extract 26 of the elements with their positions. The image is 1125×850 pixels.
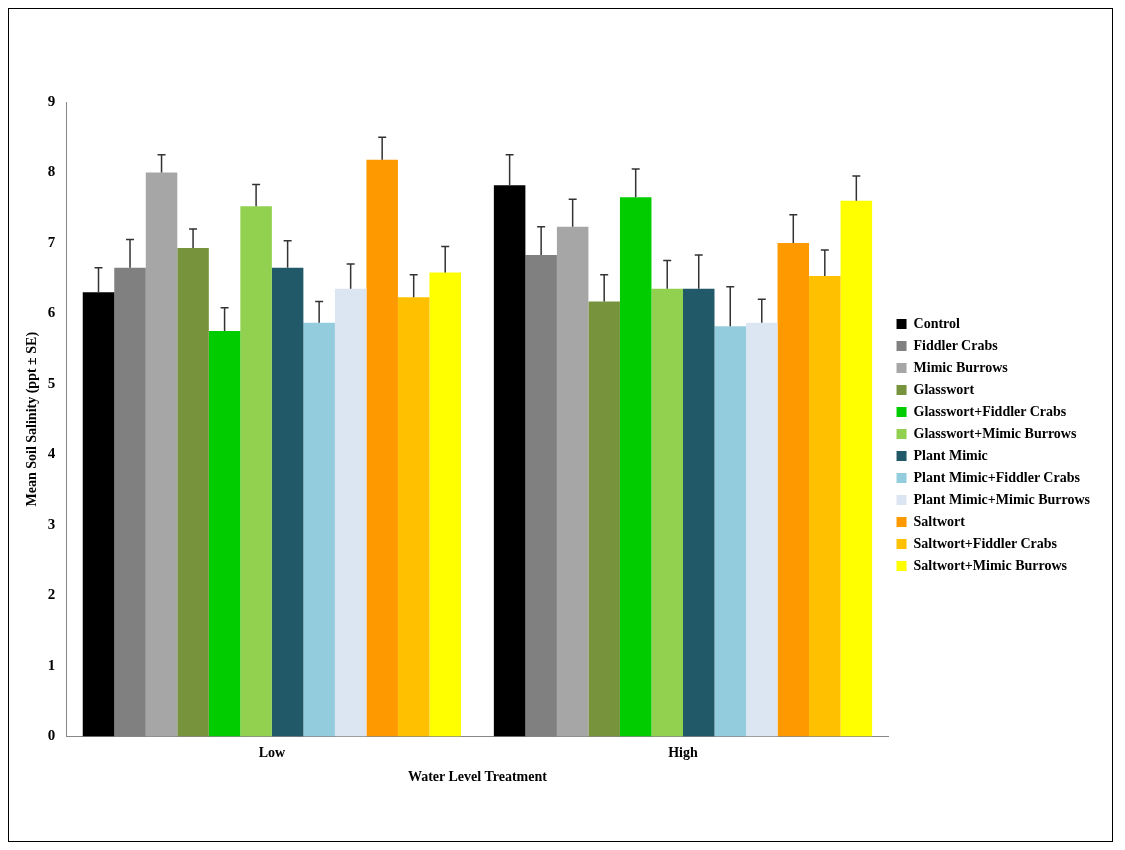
legend-label: Glasswort+Fiddler Crabs — [913, 403, 1067, 419]
x-tick-label: High — [668, 745, 698, 761]
legend-label: Saltwort+Fiddler Crabs — [913, 535, 1058, 551]
legend-label: Saltwort — [913, 513, 966, 529]
legend-label: Saltwort+Mimic Burrows — [913, 557, 1068, 573]
x-axis-title: Water Level Treatment — [407, 769, 548, 785]
legend-label: Fiddler Crabs — [913, 337, 999, 353]
y-tick-label: 8 — [47, 163, 56, 180]
legend-label: Plant Mimic+Fiddler Crabs — [913, 469, 1081, 485]
y-tick-label: 1 — [47, 656, 56, 673]
y-tick-label: 9 — [47, 92, 56, 109]
y-axis-title: Mean Soil Salinity (ppt ± SE) — [24, 331, 41, 507]
legend-label: Control — [913, 315, 961, 331]
y-tick-label: 2 — [47, 586, 56, 603]
y-tick-label: 0 — [47, 727, 56, 744]
legend-label: Glasswort+Mimic Burrows — [913, 425, 1077, 441]
y-tick-label: 5 — [47, 374, 56, 391]
y-tick-label: 7 — [47, 233, 56, 250]
legend-label: Plant Mimic — [913, 447, 988, 463]
y-tick-label: 3 — [47, 515, 56, 532]
legend-label: Plant Mimic+Mimic Burrows — [913, 491, 1091, 507]
legend-label: Glasswort — [913, 381, 975, 397]
legend-label: Mimic Burrows — [913, 359, 1009, 375]
x-tick-label: Low — [258, 745, 286, 761]
y-tick-label: 6 — [47, 304, 56, 321]
y-tick-label: 4 — [47, 445, 56, 462]
